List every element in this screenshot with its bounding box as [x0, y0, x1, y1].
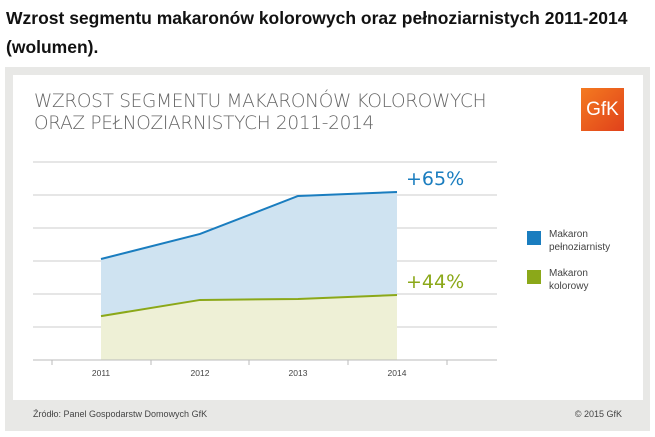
x-tick-label: 2014	[388, 368, 407, 378]
legend-label-colored: Makaron kolorowy	[549, 268, 589, 292]
area-1	[101, 294, 397, 360]
legend-swatch-colored	[527, 270, 541, 284]
chart-card: WZROST SEGMENTU MAKARONÓW KOLOROWYCH ORA…	[13, 75, 643, 400]
gfk-logo: GfK	[581, 88, 624, 131]
legend-swatch-wholegrain	[527, 231, 541, 245]
chart-frame: WZROST SEGMENTU MAKARONÓW KOLOROWYCH ORA…	[5, 67, 650, 431]
copyright: © 2015 GfK	[574, 409, 622, 419]
series-line-1	[100, 293, 398, 318]
x-tick-label: 2013	[289, 368, 308, 378]
legend-label-wholegrain: Makaron pełnoziarnisty	[549, 229, 611, 253]
x-tick-label: 2011	[92, 368, 111, 378]
source-note: Źródło: Panel Gospodarstw Domowych GfK	[33, 409, 208, 419]
chart-title-text: WZROST SEGMENTU MAKARONÓW KOLOROWYCH ORA…	[34, 91, 487, 134]
series-line-0	[100, 191, 398, 260]
x-tick-label: 2012	[191, 368, 210, 378]
series-annotation-0: +65%	[406, 168, 464, 190]
series-annotation-1: +44%	[406, 271, 464, 293]
page-heading: Wzrost segmentu makaronów kolorowych ora…	[6, 8, 628, 57]
chart-title: WZROST SEGMENTU MAKARONÓW KOLOROWYCH ORA…	[34, 91, 494, 135]
chart-plot: +65% +44% 2011 2012 2013 2014	[33, 161, 497, 378]
